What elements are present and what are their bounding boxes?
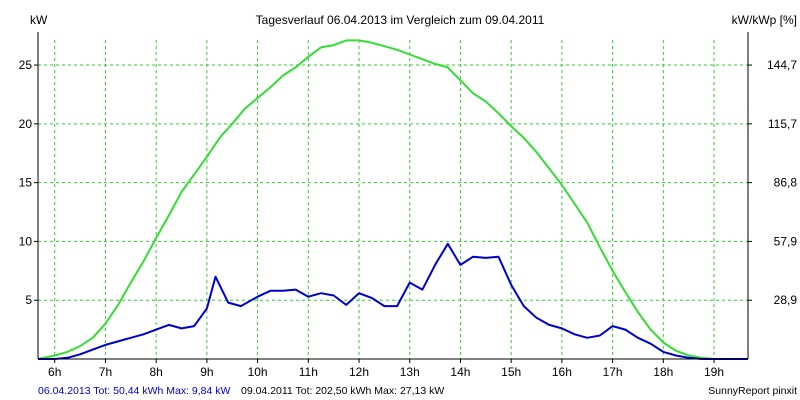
y-axis-label-right: kW/kWp [%] — [732, 13, 797, 27]
grid — [38, 40, 748, 359]
series-line-series_2011 — [37, 39, 748, 360]
x-tick-label: 14h — [450, 365, 470, 379]
series-line-series_2013 — [38, 242, 748, 360]
y-tick-label-left: 5 — [25, 293, 32, 307]
chart-title: Tagesverlauf 06.04.2013 im Vergleich zum… — [256, 13, 545, 27]
y-tick-label-left: 20 — [19, 117, 33, 131]
tick-labels: 6h 7h 8h 9h 10h 11h 12h 13h 14h 15h 16h 17h 18h 19h 5 1… — [19, 58, 798, 379]
y-tick-label-right: 144,7 — [767, 58, 797, 72]
x-tick-label: 19h — [704, 365, 724, 379]
x-tick-label: 7h — [99, 365, 112, 379]
y-tick-label-right: 57,9 — [774, 234, 798, 248]
y-tick-label-right: 28,9 — [774, 293, 798, 307]
x-tick-label: 11h — [299, 365, 318, 379]
y-tick-label-right: 115,7 — [768, 117, 797, 131]
x-tick-label: 8h — [149, 365, 162, 379]
x-tick-label: 12h — [349, 365, 369, 379]
x-tick-label: 6h — [48, 365, 61, 379]
axes — [34, 32, 752, 363]
y-tick-label-left: 15 — [19, 176, 33, 190]
x-tick-label: 9h — [200, 365, 213, 379]
y-axis-label-left: kW — [30, 13, 48, 27]
footer-summary-2011: 09.04.2011 Tot: 202,50 kWh Max: 27,13 kW — [241, 385, 444, 397]
x-tick-label: 18h — [653, 365, 673, 379]
x-tick-label: 10h — [248, 365, 268, 379]
footer-summary-2013: 06.04.2013 Tot: 50,44 kWh Max: 9,84 kW — [38, 385, 231, 397]
y-tick-label-left: 10 — [19, 234, 33, 248]
x-tick-label: 17h — [603, 365, 623, 379]
series-group — [37, 39, 748, 360]
y-tick-label-right: 86,8 — [774, 176, 798, 190]
x-tick-label: 15h — [501, 365, 521, 379]
x-tick-label: 13h — [400, 365, 420, 379]
y-tick-label-left: 25 — [19, 58, 33, 72]
footer-credit: SunnyReport pinxit — [708, 385, 797, 397]
x-tick-label: 16h — [552, 365, 572, 379]
